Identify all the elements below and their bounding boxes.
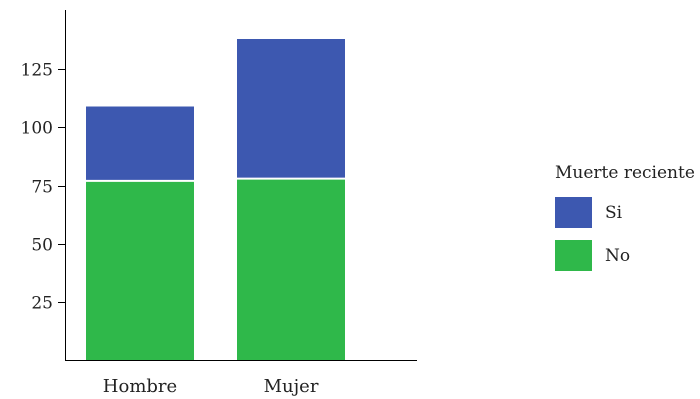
legend-label-no: No bbox=[605, 246, 630, 266]
x-category-label: Mujer bbox=[264, 376, 319, 397]
legend-items: Si No bbox=[555, 197, 630, 271]
legend-swatch-no bbox=[555, 240, 592, 271]
legend-swatch-si bbox=[555, 197, 592, 228]
bar-hombre-si bbox=[86, 106, 194, 181]
bar-mujer-si bbox=[237, 39, 345, 179]
y-tick-label: 50 bbox=[31, 236, 53, 256]
x-labels-group: Hombre Mujer bbox=[103, 376, 319, 397]
y-tick-label: 75 bbox=[31, 178, 53, 198]
y-tick-label: 100 bbox=[21, 119, 53, 139]
y-tick-label: 125 bbox=[21, 61, 53, 81]
legend-label-si: Si bbox=[605, 203, 623, 223]
bar-mujer-no bbox=[237, 178, 345, 360]
bar-hombre-no bbox=[86, 180, 194, 360]
bars-group bbox=[86, 39, 345, 360]
legend: Muerte reciente Si No bbox=[555, 163, 695, 271]
legend-title: Muerte reciente bbox=[555, 163, 695, 183]
y-ticks-group: 25 50 75 100 125 bbox=[21, 61, 65, 314]
axes-group bbox=[65, 10, 417, 361]
y-tick-label: 25 bbox=[31, 294, 53, 314]
x-category-label: Hombre bbox=[103, 376, 177, 397]
